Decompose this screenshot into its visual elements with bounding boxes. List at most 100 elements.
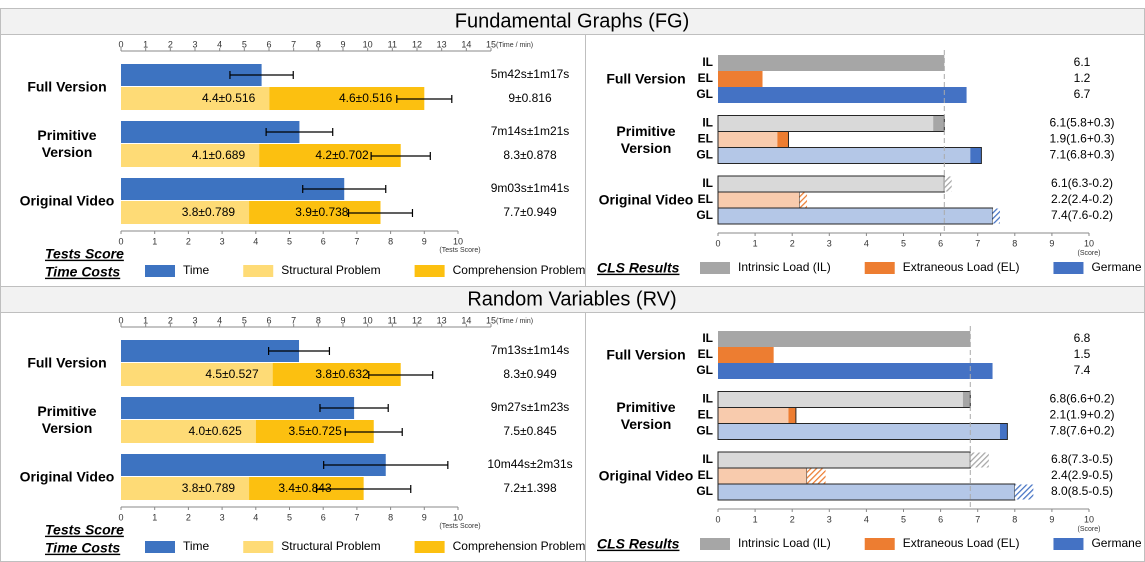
score-bar xyxy=(249,477,364,500)
value-label: 4.6±0.516 xyxy=(339,91,393,105)
load-bar-base xyxy=(718,407,789,424)
value-label: 3.8±0.789 xyxy=(182,205,236,219)
load-bar-base xyxy=(718,147,971,164)
tick-label: 13 xyxy=(437,315,447,325)
value-label: 9m03s±1m41s xyxy=(491,181,570,195)
tick-label: 7 xyxy=(975,514,980,524)
tick-label: 11 xyxy=(388,39,397,49)
load-bar xyxy=(717,451,971,469)
tick-label: 8 xyxy=(388,512,393,522)
tick-label: 1 xyxy=(753,238,758,248)
value-label: 8.0(8.5-0.5) xyxy=(1051,484,1113,498)
tick-label: 0 xyxy=(118,39,123,49)
value-label: 4.2±0.702 xyxy=(315,148,369,162)
tick-label: 6 xyxy=(938,238,943,248)
tick-label: 12 xyxy=(412,315,422,325)
value-label: 10m44s±2m31s xyxy=(487,457,572,471)
load-bar-base xyxy=(718,423,1000,440)
section-header xyxy=(0,8,1145,35)
load-change xyxy=(777,131,789,148)
load-bar-base xyxy=(718,391,963,408)
load-change xyxy=(970,452,989,468)
tick-label: 10 xyxy=(1084,514,1094,524)
value-label: 1.2 xyxy=(1074,71,1091,85)
value-label: 2.1(1.9+0.2) xyxy=(1049,408,1114,422)
tick-label: 5 xyxy=(901,238,906,248)
row-label: IL xyxy=(702,452,713,466)
value-label: 6.8 xyxy=(1074,331,1091,345)
tick-label: 6 xyxy=(938,514,943,524)
tick-label: 5 xyxy=(901,514,906,524)
legend-label: Germane Load (GL) xyxy=(1091,536,1145,550)
value-label: 6.1(6.3-0.2) xyxy=(1051,176,1113,190)
tick-label: 10 xyxy=(453,236,463,246)
tick-label: 8 xyxy=(316,315,321,325)
tick-label: 1 xyxy=(152,512,157,522)
tick-label: 8 xyxy=(388,236,393,246)
tick-label: 2 xyxy=(790,238,795,248)
section-title: Fundamental Graphs (FG) xyxy=(455,10,690,32)
tick-label: 9 xyxy=(422,512,427,522)
group-label: Full Version xyxy=(27,354,107,371)
legend-swatch xyxy=(145,541,175,553)
tick-label: 15 xyxy=(486,39,496,49)
axis-title: Time Costs xyxy=(45,264,120,280)
load-change xyxy=(799,192,808,208)
load-bar-base xyxy=(718,115,934,132)
value-label: 5m42s±1m17s xyxy=(491,67,570,81)
load-bar xyxy=(717,423,1008,440)
value-label: 3.8±0.789 xyxy=(182,481,236,495)
legend-label: Intrinsic Load (IL) xyxy=(738,536,831,550)
tick-label: 12 xyxy=(412,39,422,49)
tick-label: 6 xyxy=(321,236,326,246)
value-label: 8.3±0.878 xyxy=(503,148,557,162)
row-label: IL xyxy=(702,331,713,345)
section-title: Random Variables (RV) xyxy=(467,288,676,310)
row-label: GL xyxy=(696,363,713,377)
tick-label: 0 xyxy=(715,514,720,524)
load-bar xyxy=(718,363,993,379)
legend-label: Time xyxy=(183,263,210,277)
value-label: 8.3±0.949 xyxy=(503,367,557,381)
group-label: Primitive Version xyxy=(37,127,97,160)
axis-label: (Tests Score) xyxy=(439,247,480,254)
load-change xyxy=(970,147,982,164)
group-label: Original Video xyxy=(598,191,694,208)
axis-label: (Score) xyxy=(1078,250,1101,257)
tick-label: 2 xyxy=(168,315,173,325)
legend-label: Comprehension Problem xyxy=(453,263,586,277)
score-bar xyxy=(255,420,374,443)
tick-label: 0 xyxy=(118,236,123,246)
load-bar-base xyxy=(718,131,778,148)
value-label: 4.4±0.516 xyxy=(202,91,256,105)
tick-label: 7 xyxy=(354,512,359,522)
legend-label: Extraneous Load (EL) xyxy=(903,260,1020,274)
legend-label: Comprehension Problem xyxy=(453,539,586,553)
tick-label: 3 xyxy=(220,236,225,246)
load-bar xyxy=(717,207,994,225)
legend-label: Structural Problem xyxy=(281,539,380,553)
group-label: Full Version xyxy=(27,78,107,95)
legend-label: Time xyxy=(183,539,210,553)
legend-swatch xyxy=(700,538,730,550)
value-label: 7.1(6.8+0.3) xyxy=(1049,148,1114,162)
tick-label: 2 xyxy=(168,39,173,49)
legend-swatch xyxy=(243,265,274,277)
chart-title: CLS Results xyxy=(597,536,680,552)
tick-label: 7 xyxy=(354,236,359,246)
group-label: Full Version xyxy=(606,70,686,87)
time-bar xyxy=(121,178,345,200)
row-label: IL xyxy=(702,55,713,69)
score-bar xyxy=(121,477,250,500)
value-label: 6.8(6.6+0.2) xyxy=(1049,392,1114,406)
value-label: 4.1±0.689 xyxy=(192,148,246,162)
tick-label: 3 xyxy=(827,514,832,524)
group-label: Primitive Version xyxy=(616,122,676,156)
row-label: EL xyxy=(698,192,713,206)
tick-label: 1 xyxy=(152,236,157,246)
tick-label: 7 xyxy=(291,39,296,49)
row-label: GL xyxy=(696,208,713,222)
value-label: 2.4(2.9-0.5) xyxy=(1051,468,1113,482)
